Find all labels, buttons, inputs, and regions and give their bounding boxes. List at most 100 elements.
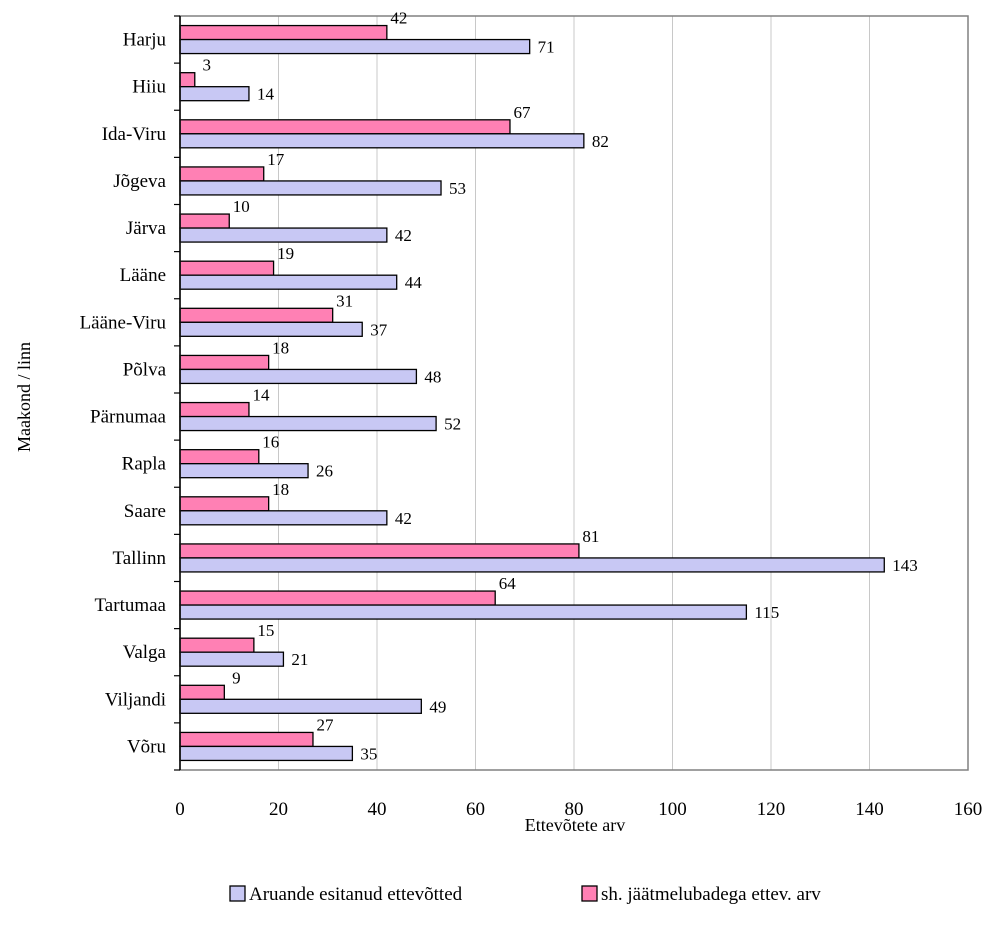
- category-label: Tallinn: [112, 548, 166, 569]
- bar-permits: [179, 496, 270, 512]
- bars-group: [179, 24, 885, 762]
- data-label-permits: 3: [203, 56, 212, 75]
- bar-reported: [179, 510, 388, 526]
- legend-label: sh. jäätmelubadega ettev. arv: [601, 884, 821, 905]
- bar-permits: [179, 401, 250, 418]
- x-tick-label: 100: [658, 799, 687, 820]
- category-label: Rapla: [122, 454, 167, 475]
- data-label-reported: 42: [395, 226, 412, 245]
- category-label: Saare: [124, 501, 166, 522]
- bar-permits: [179, 590, 496, 606]
- bar-reported: [179, 133, 585, 149]
- bar-reported: [179, 368, 418, 385]
- category-label: Põlva: [123, 359, 167, 380]
- bar-permits: [179, 354, 270, 371]
- category-label: Pärnumaa: [90, 407, 167, 428]
- bar-reported: [179, 274, 398, 290]
- category-label: Viljandi: [105, 689, 166, 710]
- bar-reported: [179, 698, 422, 714]
- category-label: Lääne: [120, 265, 166, 286]
- data-label-permits: 81: [582, 527, 599, 546]
- data-label-reported: 115: [754, 603, 779, 622]
- category-label: Tartumaa: [95, 595, 167, 616]
- data-label-permits: 17: [267, 150, 285, 169]
- bar-permits: [179, 24, 388, 41]
- data-label-reported: 14: [257, 85, 275, 104]
- bar-reported: [179, 86, 250, 102]
- bar-reported: [179, 463, 309, 479]
- data-label-permits: 15: [257, 621, 274, 640]
- x-tick-label: 40: [368, 799, 387, 820]
- legend-label: Aruande esitanud ettevõtted: [249, 884, 463, 905]
- data-label-reported: 48: [424, 367, 441, 386]
- bar-reported: [179, 38, 531, 55]
- data-label-reported: 37: [370, 320, 388, 339]
- x-tick-label: 0: [175, 799, 185, 820]
- data-label-permits: 19: [277, 244, 294, 263]
- data-label-permits: 16: [262, 433, 279, 452]
- bar-permits: [179, 449, 260, 465]
- bar-permits: [179, 213, 230, 229]
- x-tick-label: 120: [757, 799, 786, 820]
- data-label-reported: 44: [405, 273, 423, 292]
- bar-reported: [179, 651, 285, 667]
- bar-reported: [179, 557, 885, 573]
- data-label-permits: 9: [232, 668, 241, 687]
- data-label-permits: 31: [336, 291, 353, 310]
- x-axis-title: Ettevõtete arv: [525, 815, 625, 835]
- bar-permits: [179, 72, 196, 88]
- data-label-permits: 18: [272, 338, 289, 357]
- bar-reported: [179, 604, 748, 620]
- category-label: Harju: [123, 30, 167, 51]
- bar-permits: [179, 307, 334, 323]
- bar-reported: [179, 321, 363, 337]
- data-label-reported: 42: [395, 509, 412, 528]
- data-label-permits: 64: [499, 574, 517, 593]
- category-label: Jõgeva: [113, 171, 166, 192]
- x-tick-label: 80: [565, 799, 584, 820]
- data-label-permits: 42: [390, 9, 407, 28]
- data-label-reported: 53: [449, 179, 466, 198]
- bar-reported: [179, 227, 388, 243]
- category-label: Hiiu: [132, 77, 166, 98]
- category-label: Võru: [127, 736, 167, 757]
- axes-group: [174, 15, 969, 771]
- legend-swatch: [581, 885, 598, 902]
- data-label-permits: 10: [233, 197, 250, 216]
- labels-group: 0 20 40 60 80 100 120 140 160 Harju 42 71 Hiiu 3 14 Ida…: [80, 9, 983, 820]
- legend: Aruande esitanud ettevõtted sh. jäätmelub…: [229, 884, 821, 905]
- data-label-reported: 52: [444, 415, 461, 434]
- legend-swatch: [229, 885, 246, 902]
- data-label-reported: 26: [316, 462, 333, 481]
- bar-permits: [179, 731, 314, 748]
- category-label: Järva: [126, 218, 167, 239]
- bar-permits: [179, 119, 511, 135]
- data-label-permits: 67: [513, 103, 531, 122]
- category-label: Ida-Viru: [102, 124, 167, 145]
- y-axis-title: Maakond / linn: [14, 342, 34, 452]
- data-label-permits: 14: [252, 386, 270, 405]
- bar-reported: [179, 415, 437, 432]
- x-tick-label: 20: [269, 799, 288, 820]
- data-label-reported: 143: [892, 556, 918, 575]
- x-tick-label: 160: [954, 799, 983, 820]
- bar-reported: [179, 180, 442, 196]
- category-label: Valga: [123, 642, 167, 663]
- bar-permits: [179, 260, 275, 276]
- data-label-permits: 27: [316, 715, 334, 734]
- category-label: Lääne-Viru: [80, 312, 167, 333]
- data-label-reported: 49: [429, 697, 446, 716]
- data-label-permits: 18: [272, 480, 289, 499]
- data-label-reported: 71: [538, 38, 555, 57]
- bar-permits: [179, 637, 255, 653]
- x-tick-label: 60: [466, 799, 485, 820]
- bar-reported: [179, 745, 354, 762]
- bar-permits: [179, 166, 265, 182]
- bar-permits: [179, 684, 225, 700]
- data-label-reported: 21: [291, 650, 308, 669]
- data-label-reported: 82: [592, 132, 609, 151]
- bar-permits: [179, 543, 580, 559]
- x-tick-label: 140: [855, 799, 884, 820]
